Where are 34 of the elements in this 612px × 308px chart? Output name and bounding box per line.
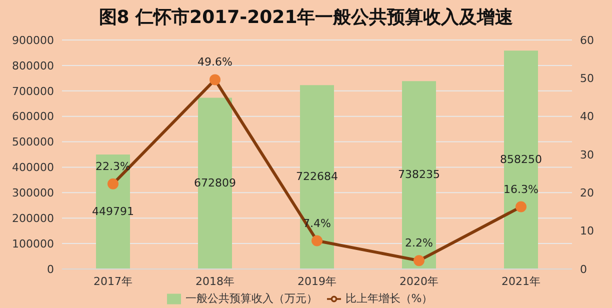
y-tick-label: 0 — [47, 262, 54, 276]
y2-tick-label: 40 — [580, 110, 594, 124]
data-label: 49.6% — [198, 56, 232, 69]
x-tick-label: 2020年 — [400, 274, 438, 288]
data-label: 2.2% — [405, 236, 433, 250]
x-tick-label: 2019年 — [298, 274, 336, 288]
data-label: 672809 — [194, 176, 236, 190]
y2-tick-label: 0 — [580, 262, 587, 276]
data-label: 16.3% — [504, 182, 538, 196]
y-tick-label: 200000 — [12, 212, 54, 226]
data-label: 449791 — [92, 204, 134, 218]
x-tick-label: 2021年 — [502, 274, 540, 288]
chart-title: 图8 仁怀市2017-2021年一般公共预算收入及增速 — [98, 7, 514, 28]
x-tick-label: 2018年 — [196, 274, 234, 288]
y2-tick-label: 60 — [580, 34, 594, 47]
data-label: 722684 — [296, 170, 338, 184]
y-tick-label: 400000 — [12, 161, 54, 174]
data-label: 858250 — [500, 152, 542, 166]
data-label: 22.3% — [96, 160, 130, 173]
y2-tick-label: 10 — [580, 224, 594, 238]
y-tick-label: 700000 — [12, 84, 54, 98]
y-tick-label: 900000 — [12, 34, 54, 47]
y-tick-label: 500000 — [12, 136, 54, 149]
y-tick-label: 300000 — [12, 186, 54, 200]
y2-tick-label: 20 — [580, 186, 594, 200]
y2-tick-label: 50 — [580, 72, 594, 86]
y-tick-label: 800000 — [12, 59, 54, 72]
data-label: 738235 — [398, 168, 440, 182]
y-tick-label: 100000 — [12, 237, 54, 250]
legend-label: 比上年增长（%） — [345, 292, 433, 305]
y-tick-label: 600000 — [12, 110, 54, 124]
y2-tick-label: 30 — [580, 148, 594, 162]
legend-label: 一般公共预算收入（万元） — [185, 292, 318, 305]
x-tick-label: 2017年 — [94, 274, 132, 288]
